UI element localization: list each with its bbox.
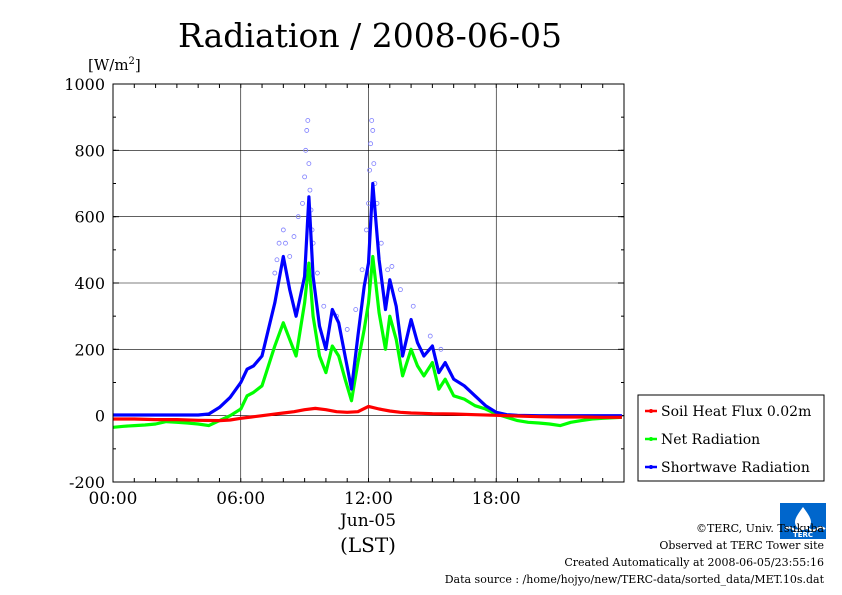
spike-dot [291,234,297,239]
spike-dot [283,240,288,246]
terc-logo-icon: TERC [780,503,826,539]
spike-dot [378,240,384,246]
logo-text: TERC [793,531,813,539]
spike-dot [410,303,416,309]
y-tick-label: 400 [74,274,105,293]
spike-dot [368,141,374,147]
spike-dot [385,267,391,273]
x-tick-label: 18:00 [472,489,521,509]
spike-dot [321,303,327,309]
spike-dot [272,270,278,276]
legend-marker [649,465,653,469]
created-text: Created Automatically at 2008-06-05/23:5… [564,556,824,569]
spike-dot [314,270,320,276]
legend: Soil Heat Flux 0.02m Net Radiation Shortwa… [637,394,825,482]
series-lines [113,181,622,429]
series-line-soil-heat-flux-0-02m [113,404,622,423]
chart-title: Radiation / 2008-06-05 [178,16,562,55]
spike-dot [274,257,280,263]
date-label: Jun-05 [338,511,396,531]
legend-marker [649,409,653,413]
y-tick-label: 0 [95,407,105,426]
spike-dot [304,128,310,133]
x-tick-labels: 00:00 06:00 12:00 18:00 [89,489,521,509]
y-tick-label: 1000 [64,75,105,94]
x-axis-label: (LST) [340,533,396,557]
spike-dot [303,147,309,153]
y-tick-label: 800 [74,141,105,160]
series-line-shortwave-radiation [113,181,622,418]
series-line-net-radiation [113,254,622,429]
y-tick-labels: 1000 800 600 400 200 0 -200 [64,75,105,492]
spike-dot [300,200,305,206]
spike-dot [280,227,286,233]
spike-dot [353,307,359,312]
legend-label: Shortwave Radiation [661,460,810,476]
spike-dot [369,118,375,123]
y-tick-label: 200 [74,340,105,359]
source-text: Data source : /home/hojyo/new/TERC-data/… [444,573,824,586]
spike-dot [305,118,311,123]
y-axis-unit: [W/m2] [88,56,141,74]
spike-dot [295,214,301,220]
spike-dot [370,128,376,133]
plot-frame [112,83,625,483]
spike-dot [307,187,313,193]
spike-dot [367,167,372,173]
shortwave-spike-dots [272,118,444,352]
spike-dot [363,227,369,233]
spike-dot [287,254,293,259]
spike-dot [389,264,395,269]
x-tick-label: 12:00 [344,489,393,509]
spike-dot [302,174,308,180]
x-tick-label: 06:00 [216,489,265,509]
x-tick-label: 00:00 [89,489,138,509]
spike-dot [359,267,365,273]
spike-dot [344,327,350,332]
spike-dot [398,287,403,293]
y-tick-label: 600 [74,208,105,227]
copyright-text: ©TERC, Univ. Tsukuba [695,522,824,535]
spike-dot [427,333,433,339]
spike-dot [438,346,444,352]
legend-box [637,394,825,482]
y-tick-label: -200 [69,473,105,492]
site-text: Observed at TERC Tower site [659,539,824,552]
legend-label: Soil Heat Flux 0.02m [661,404,811,420]
spike-dot [306,161,312,167]
spike-dot [371,161,377,167]
legend-label: Net Radiation [661,432,760,448]
legend-marker [649,437,653,441]
spike-dot [276,240,282,246]
